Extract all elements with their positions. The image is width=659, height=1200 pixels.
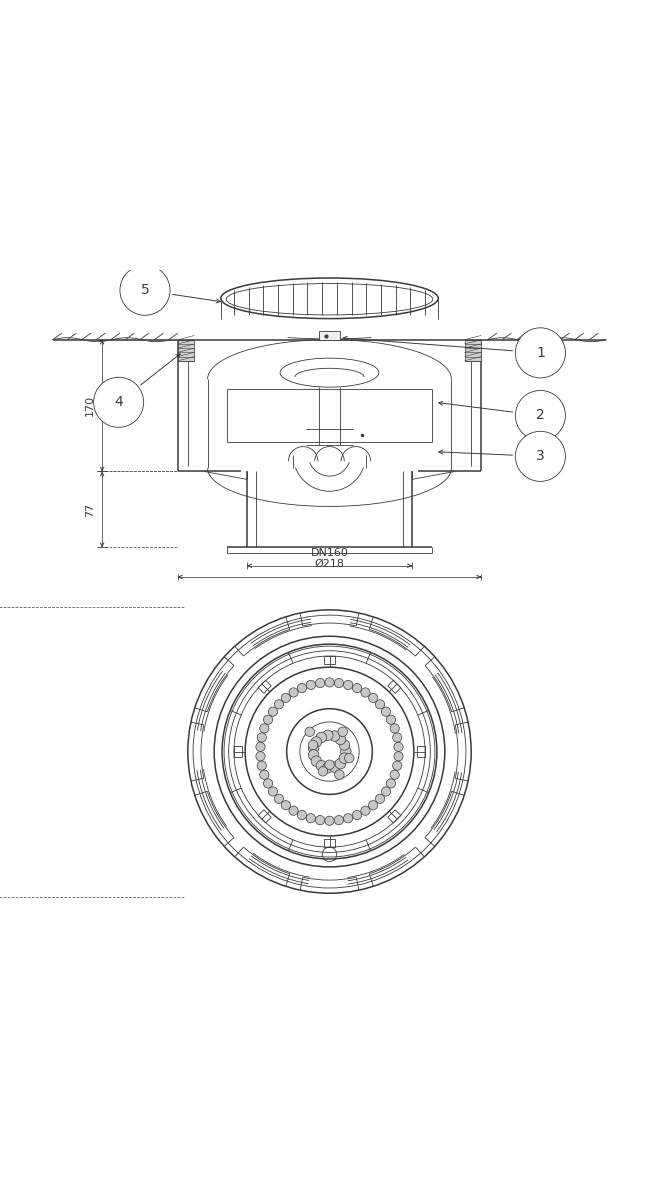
Circle shape	[308, 740, 318, 750]
Circle shape	[338, 727, 347, 737]
Text: 5: 5	[140, 283, 150, 298]
Circle shape	[316, 678, 325, 688]
Circle shape	[274, 700, 283, 709]
Circle shape	[289, 688, 298, 697]
Circle shape	[334, 816, 343, 824]
Circle shape	[274, 794, 283, 804]
Circle shape	[306, 680, 316, 690]
Circle shape	[257, 733, 266, 742]
Circle shape	[334, 678, 343, 688]
Circle shape	[368, 694, 378, 702]
Circle shape	[393, 733, 402, 742]
Circle shape	[289, 806, 298, 815]
Circle shape	[322, 730, 333, 740]
Circle shape	[322, 762, 333, 773]
Circle shape	[308, 750, 319, 761]
Circle shape	[94, 377, 144, 427]
Circle shape	[297, 810, 306, 820]
Circle shape	[394, 751, 403, 761]
Circle shape	[390, 770, 399, 779]
Circle shape	[339, 739, 350, 750]
Bar	[178, 340, 194, 361]
Circle shape	[305, 727, 314, 737]
Circle shape	[264, 779, 273, 788]
Circle shape	[264, 715, 273, 725]
Text: 170: 170	[85, 395, 96, 416]
Circle shape	[330, 762, 340, 773]
Circle shape	[390, 724, 399, 733]
Circle shape	[325, 678, 334, 686]
Circle shape	[257, 761, 266, 770]
Circle shape	[335, 734, 346, 745]
Circle shape	[318, 767, 328, 776]
Circle shape	[386, 715, 395, 725]
Circle shape	[515, 390, 565, 440]
Circle shape	[368, 800, 378, 810]
Circle shape	[325, 760, 334, 769]
Circle shape	[515, 328, 565, 378]
Circle shape	[325, 816, 334, 826]
Circle shape	[515, 431, 565, 481]
Circle shape	[330, 731, 340, 742]
Circle shape	[256, 743, 265, 751]
Circle shape	[306, 814, 316, 823]
Circle shape	[386, 779, 395, 788]
Circle shape	[361, 806, 370, 815]
Circle shape	[268, 787, 277, 796]
Text: DN160: DN160	[310, 548, 349, 558]
Circle shape	[335, 758, 346, 769]
Circle shape	[345, 754, 354, 763]
Circle shape	[316, 761, 327, 770]
Circle shape	[394, 743, 403, 751]
Text: 77: 77	[85, 503, 96, 516]
Text: 2: 2	[536, 408, 545, 422]
Bar	[319, 331, 340, 340]
Circle shape	[382, 787, 391, 796]
Circle shape	[256, 751, 265, 761]
Circle shape	[353, 684, 362, 692]
Circle shape	[297, 684, 306, 692]
Text: 3: 3	[536, 449, 545, 463]
Circle shape	[311, 756, 322, 767]
Circle shape	[281, 800, 291, 810]
Circle shape	[341, 746, 351, 757]
Circle shape	[353, 810, 362, 820]
Circle shape	[281, 694, 291, 702]
Circle shape	[316, 816, 325, 824]
Circle shape	[120, 265, 170, 316]
Text: 4: 4	[114, 395, 123, 409]
Circle shape	[343, 680, 353, 690]
Circle shape	[361, 688, 370, 697]
Circle shape	[268, 707, 277, 716]
Circle shape	[382, 707, 391, 716]
Circle shape	[376, 794, 385, 804]
Circle shape	[335, 770, 344, 779]
Circle shape	[343, 814, 353, 823]
Circle shape	[308, 743, 319, 754]
Circle shape	[260, 724, 269, 733]
Bar	[465, 340, 481, 361]
Circle shape	[393, 761, 402, 770]
Circle shape	[260, 770, 269, 779]
Circle shape	[316, 732, 327, 743]
Text: 1: 1	[536, 346, 545, 360]
Circle shape	[376, 700, 385, 709]
Circle shape	[311, 737, 322, 748]
Text: Ø218: Ø218	[314, 559, 345, 569]
Circle shape	[339, 752, 350, 763]
